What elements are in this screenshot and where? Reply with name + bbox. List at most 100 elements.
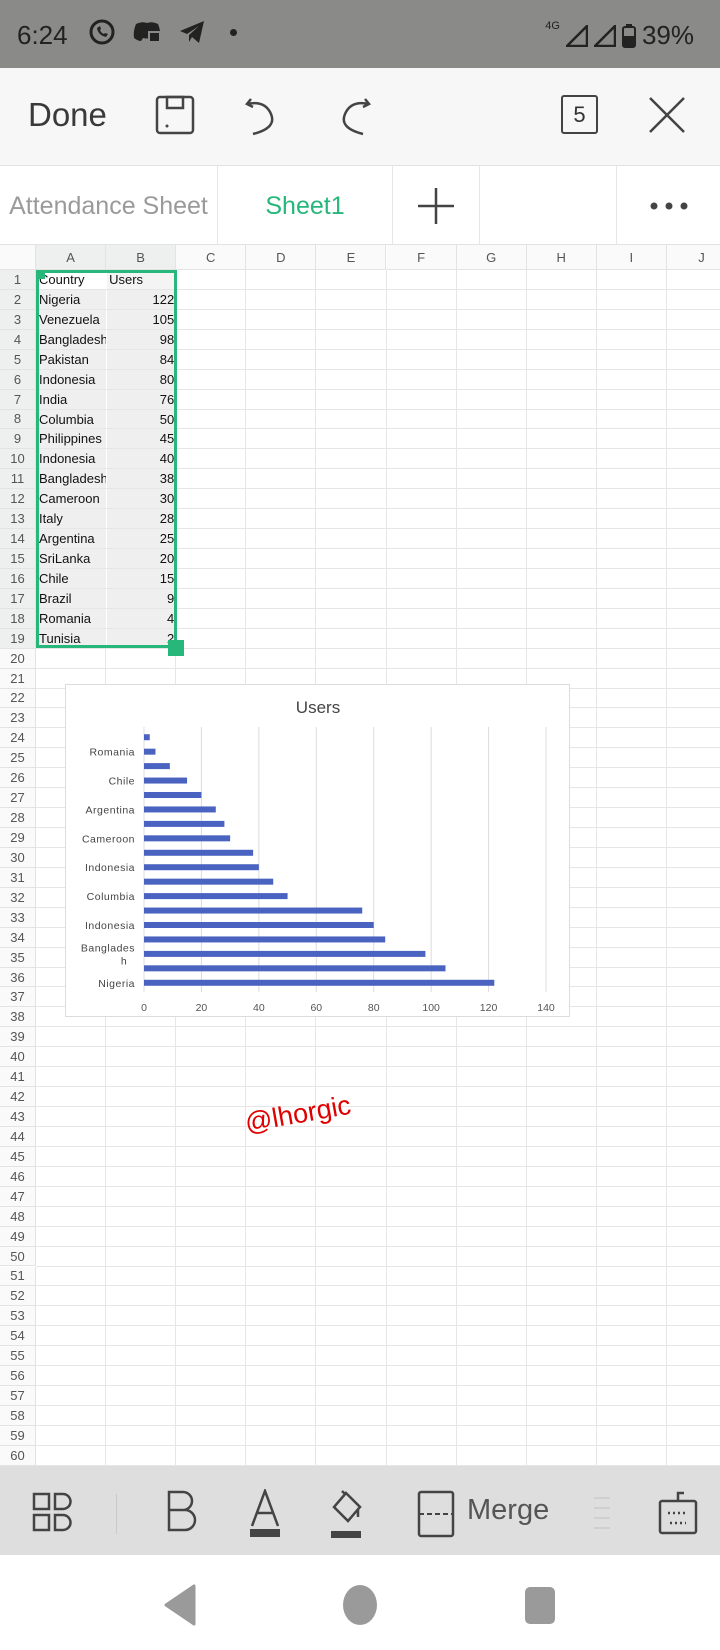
row-header-16[interactable]: 16	[0, 568, 36, 589]
bar-pakistan[interactable]	[144, 936, 386, 943]
row-header-28[interactable]: 28	[0, 808, 36, 829]
bar-italy[interactable]	[144, 820, 225, 827]
cell-B2[interactable]: 122	[107, 289, 177, 309]
row-header-6[interactable]: 6	[0, 369, 36, 390]
bar-india[interactable]	[144, 907, 363, 914]
row-header-5[interactable]: 5	[0, 349, 36, 370]
cell-A7[interactable]: India	[37, 389, 107, 409]
row-header-2[interactable]: 2	[0, 289, 36, 310]
row-header-34[interactable]: 34	[0, 927, 36, 948]
row-header-14[interactable]: 14	[0, 529, 36, 549]
cell-B12[interactable]: 30	[107, 489, 177, 509]
cell-A18[interactable]: Romania	[37, 608, 107, 628]
row-header-49[interactable]: 49	[0, 1226, 36, 1247]
bar-srilanka[interactable]	[144, 792, 202, 798]
column-header-B[interactable]: B	[106, 245, 177, 270]
corner-cell[interactable]	[0, 245, 36, 270]
column-header-A[interactable]: A	[36, 245, 107, 270]
bar-indonesia[interactable]	[144, 864, 259, 871]
cell-A1[interactable]: Country	[37, 270, 107, 289]
row-header-3[interactable]: 3	[0, 309, 36, 330]
cell-B15[interactable]: 20	[107, 549, 177, 568]
cell-A5[interactable]: Pakistan	[37, 349, 107, 369]
cell-A8[interactable]: Columbia	[37, 409, 107, 429]
row-header-43[interactable]: 43	[0, 1107, 36, 1127]
row-header-51[interactable]: 51	[0, 1266, 36, 1287]
tab-sheet1[interactable]: Sheet1	[218, 166, 393, 246]
bar-indonesia[interactable]	[144, 922, 374, 928]
bar-romania[interactable]	[144, 748, 156, 755]
row-header-24[interactable]: 24	[0, 728, 36, 749]
row-header-44[interactable]: 44	[0, 1126, 36, 1147]
cell-B4[interactable]: 98	[107, 329, 177, 349]
bar-cameroon[interactable]	[144, 835, 231, 842]
row-header-58[interactable]: 58	[0, 1406, 36, 1426]
row-header-60[interactable]: 60	[0, 1445, 36, 1466]
row-header-36[interactable]: 36	[0, 967, 36, 988]
row-header-27[interactable]: 27	[0, 788, 36, 809]
row-header-12[interactable]: 12	[0, 489, 36, 510]
done-button[interactable]: Done	[28, 96, 107, 133]
cell-A15[interactable]: SriLanka	[37, 549, 107, 568]
row-header-32[interactable]: 32	[0, 887, 36, 908]
more-button[interactable]	[617, 166, 720, 246]
bar-tunisia[interactable]	[144, 734, 150, 741]
cell-A4[interactable]: Bangladesh	[37, 329, 107, 349]
row-header-18[interactable]: 18	[0, 608, 36, 629]
cell-A2[interactable]: Nigeria	[37, 289, 107, 309]
cell-A11[interactable]: Bangladesh	[37, 469, 107, 489]
column-header-C[interactable]: C	[176, 245, 247, 270]
cell-B1[interactable]: Users	[107, 270, 177, 289]
cell-A6[interactable]: Indonesia	[37, 369, 107, 389]
column-header-J[interactable]: J	[666, 245, 720, 270]
recents-icon[interactable]	[520, 1583, 560, 1627]
row-header-23[interactable]: 23	[0, 708, 36, 729]
cell-B16[interactable]: 15	[107, 568, 177, 588]
cell-A13[interactable]: Italy	[37, 509, 107, 529]
align-icon[interactable]	[590, 1492, 614, 1536]
keyboard-icon[interactable]	[656, 1488, 700, 1538]
row-header-29[interactable]: 29	[0, 828, 36, 848]
spreadsheet-grid[interactable]: A B C D E F G H I J 1 2 3 4 5 6 7 8 9 10 11 12 13 14 15 16 17 18 19 2…	[0, 245, 720, 1466]
row-header-37[interactable]: 37	[0, 987, 36, 1008]
merge-icon[interactable]	[416, 1490, 456, 1538]
row-header-53[interactable]: 53	[0, 1306, 36, 1327]
row-header-46[interactable]: 46	[0, 1166, 36, 1187]
row-header-48[interactable]: 48	[0, 1206, 36, 1227]
cell-A9[interactable]: Philippines	[37, 429, 107, 449]
row-header-56[interactable]: 56	[0, 1366, 36, 1387]
selection-handle-start[interactable]	[36, 270, 45, 279]
row-header-20[interactable]: 20	[0, 648, 36, 669]
selection-range[interactable]	[36, 270, 177, 648]
cell-B14[interactable]: 25	[107, 529, 177, 548]
row-header-9[interactable]: 9	[0, 429, 36, 450]
back-icon[interactable]	[160, 1583, 200, 1627]
row-header-21[interactable]: 21	[0, 668, 36, 689]
cell-A17[interactable]: Brazil	[37, 588, 107, 608]
bar-philippines[interactable]	[144, 878, 274, 885]
row-header-26[interactable]: 26	[0, 768, 36, 789]
row-header-7[interactable]: 7	[0, 389, 36, 410]
undo-icon[interactable]	[238, 90, 288, 140]
row-header-59[interactable]: 59	[0, 1425, 36, 1446]
home-icon[interactable]	[340, 1583, 380, 1627]
row-header-33[interactable]: 33	[0, 907, 36, 928]
cell-B6[interactable]: 80	[107, 369, 177, 389]
cell-A3[interactable]: Venezuela	[37, 309, 107, 329]
row-header-19[interactable]: 19	[0, 628, 36, 649]
layout-grid-icon[interactable]	[30, 1490, 74, 1534]
cell-B13[interactable]: 28	[107, 509, 177, 529]
selection-handle-end[interactable]	[168, 640, 184, 656]
cell-B7[interactable]: 76	[107, 389, 177, 409]
row-header-35[interactable]: 35	[0, 947, 36, 968]
cell-A19[interactable]: Tunisia	[37, 628, 107, 648]
cell-B9[interactable]: 45	[107, 429, 177, 449]
cell-B19[interactable]: 2	[107, 628, 177, 648]
column-header-I[interactable]: I	[596, 245, 667, 270]
bar-nigeria[interactable]	[144, 979, 495, 986]
row-header-41[interactable]: 41	[0, 1067, 36, 1088]
row-header-39[interactable]: 39	[0, 1027, 36, 1048]
bold-icon[interactable]	[160, 1488, 204, 1536]
row-header-42[interactable]: 42	[0, 1087, 36, 1108]
cell-B8[interactable]: 50	[107, 409, 177, 429]
